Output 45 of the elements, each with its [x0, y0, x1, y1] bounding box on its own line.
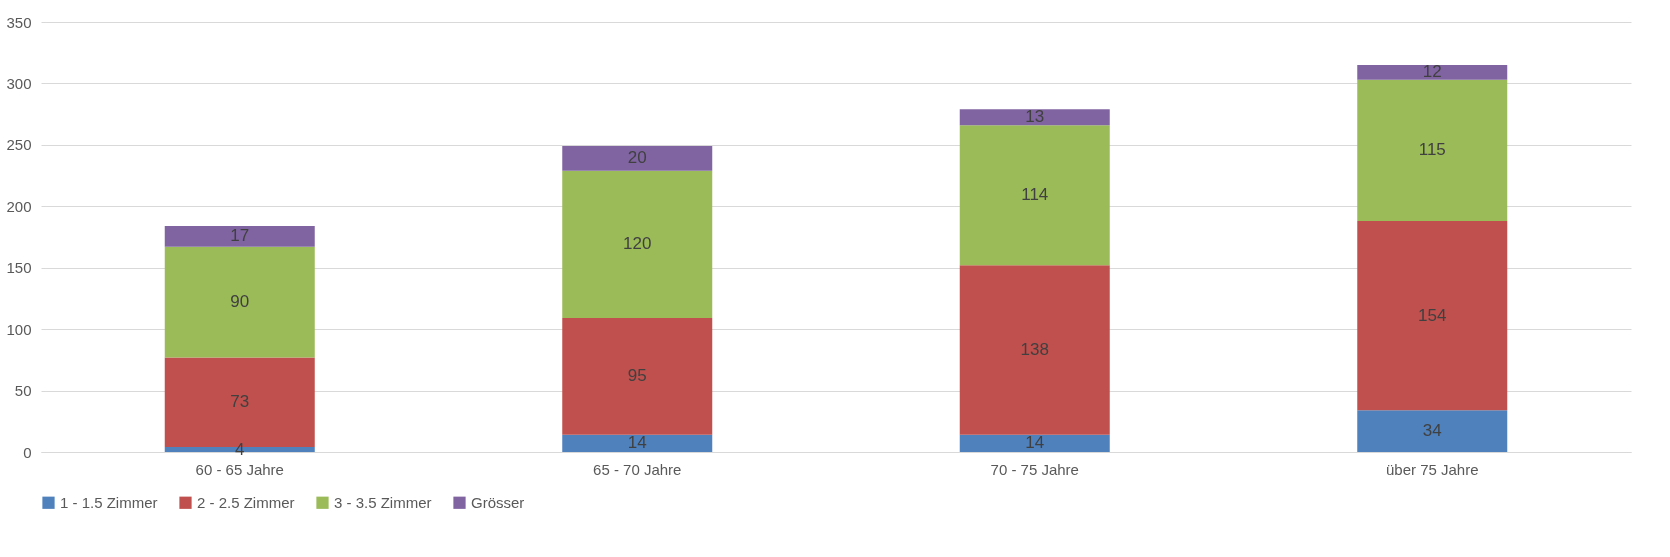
data-label: 115: [1418, 140, 1446, 160]
x-tick-label: 65 - 70 Jahre: [593, 460, 682, 478]
bar: [959, 434, 1110, 452]
bar: [562, 146, 713, 171]
y-tick-label: 250: [6, 136, 32, 154]
y-tick-label: 100: [6, 320, 32, 338]
data-label: 14: [1025, 433, 1045, 453]
x-tick-label: 70 - 75 Jahre: [990, 460, 1079, 478]
bar: [959, 125, 1110, 266]
data-label: 120: [623, 234, 652, 254]
bar: [562, 170, 713, 319]
bar: [1357, 79, 1508, 222]
x-tick-label: 60 - 65 Jahre: [195, 460, 284, 478]
bar: [164, 225, 315, 247]
legend-label: Grösser: [471, 493, 525, 511]
bar: [1357, 65, 1508, 80]
data-label: 17: [230, 226, 250, 246]
data-label: 95: [627, 366, 647, 386]
legend-label: 1 - 1.5 Zimmer: [60, 493, 158, 511]
y-tick-label: 300: [6, 74, 32, 92]
bar: [1357, 221, 1508, 411]
bar: [164, 246, 315, 358]
data-label: 20: [627, 148, 647, 168]
bar: [562, 434, 713, 452]
bar: [562, 318, 713, 435]
bar: [959, 109, 1110, 126]
data-label: 14: [627, 433, 647, 453]
legend-label: 3 - 3.5 Zimmer: [334, 493, 432, 511]
y-tick-label: 0: [23, 443, 32, 461]
data-label: 138: [1020, 340, 1049, 360]
data-label: 154: [1418, 305, 1447, 325]
data-label: 34: [1422, 421, 1442, 441]
data-label: 114: [1021, 185, 1049, 205]
y-tick-label: 350: [6, 13, 32, 31]
y-tick-label: 200: [6, 197, 32, 215]
y-tick-label: 50: [14, 382, 32, 400]
data-label: 13: [1025, 107, 1045, 127]
data-label: 73: [230, 392, 250, 412]
x-tick-label: über 75 Jahre: [1385, 460, 1479, 478]
data-label: 12: [1422, 62, 1442, 82]
data-label: 90: [230, 292, 250, 312]
bar: [1357, 410, 1508, 452]
y-tick-label: 150: [6, 259, 32, 277]
bar: [959, 265, 1110, 435]
legend-label: 2 - 2.5 Zimmer: [197, 493, 295, 511]
